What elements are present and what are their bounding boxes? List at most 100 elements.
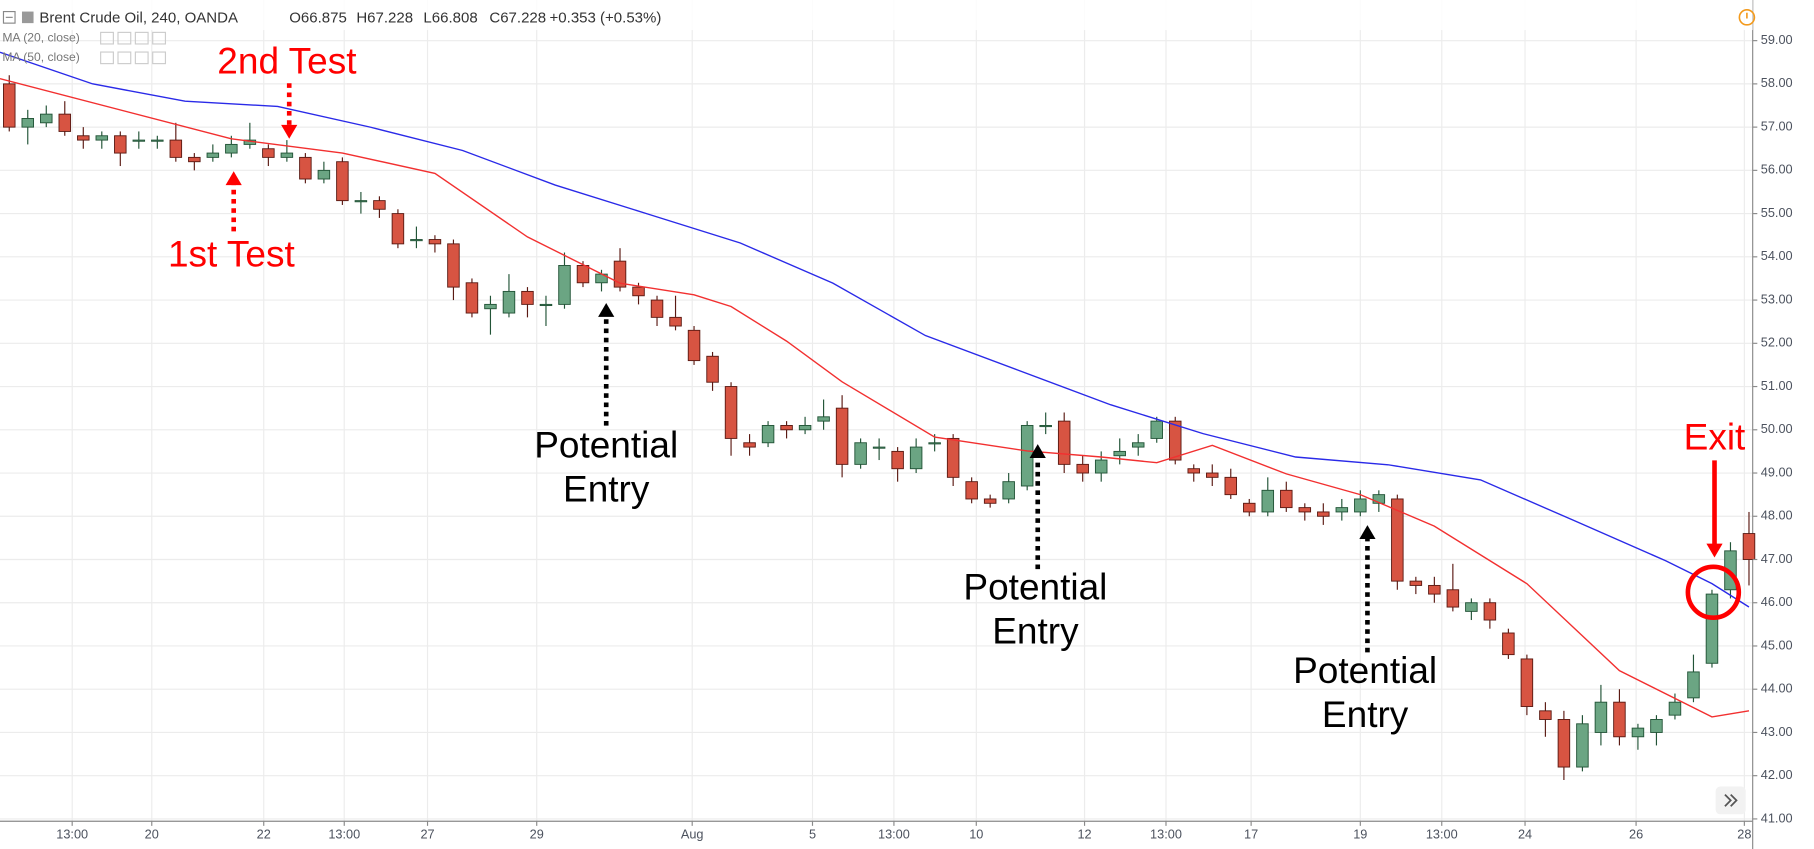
candle-body bbox=[21, 118, 35, 128]
x-tick-label: 13:00 bbox=[56, 826, 88, 841]
candle-body bbox=[1280, 489, 1293, 509]
candle-body bbox=[761, 424, 775, 444]
candle-body bbox=[1520, 658, 1534, 707]
x-tick-label: 27 bbox=[420, 826, 434, 841]
y-tick-label: 42.00 bbox=[1761, 767, 1793, 782]
annotation-arrowhead bbox=[1029, 444, 1046, 459]
legend-icon bbox=[134, 31, 149, 45]
candle-body bbox=[1113, 450, 1126, 457]
moving-average-line bbox=[0, 51, 1750, 608]
candle-body bbox=[780, 424, 793, 431]
x-tick-label: 13:00 bbox=[1150, 826, 1182, 841]
candle-body bbox=[854, 442, 867, 465]
symbol[interactable]: Brent Crude Oil, 240, OANDA bbox=[39, 9, 238, 26]
scroll-icon bbox=[1724, 794, 1738, 807]
legend-icon bbox=[100, 51, 114, 65]
y-tick-label: 47.00 bbox=[1761, 551, 1793, 566]
candle-body bbox=[1372, 494, 1386, 504]
collapse-icon[interactable] bbox=[2, 10, 16, 24]
candle-body bbox=[965, 481, 978, 500]
candle-body bbox=[743, 442, 756, 448]
y-tick-label: 58.00 bbox=[1761, 75, 1793, 90]
candle-body bbox=[576, 265, 590, 284]
header-bg bbox=[0, 0, 1753, 31]
candle-body bbox=[58, 113, 72, 132]
candle-body bbox=[206, 152, 220, 158]
candle-body bbox=[650, 299, 664, 318]
annotation-circle bbox=[1685, 564, 1742, 620]
candle-body bbox=[1631, 727, 1645, 738]
x-tick-label: 28 bbox=[1737, 826, 1751, 841]
candle-body bbox=[1465, 602, 1478, 612]
candle-body bbox=[95, 135, 109, 141]
candle-body bbox=[835, 407, 849, 465]
alert-icon[interactable] bbox=[1738, 9, 1756, 26]
plot bbox=[0, 51, 1756, 781]
candle-body bbox=[1224, 476, 1238, 496]
x-tick-label: 19 bbox=[1353, 826, 1367, 841]
legend-icon bbox=[134, 51, 149, 65]
candle-body bbox=[1557, 719, 1571, 768]
candle-body bbox=[983, 498, 997, 504]
candle-body bbox=[1057, 420, 1071, 465]
annotation-arrowhead bbox=[1359, 525, 1376, 540]
candle-body bbox=[1094, 459, 1108, 474]
candle-body bbox=[798, 424, 812, 431]
y-tick-label: 44.00 bbox=[1761, 681, 1793, 696]
legend-icon bbox=[100, 31, 114, 45]
annotation-text: Entry bbox=[992, 610, 1079, 652]
y-tick-label: 57.00 bbox=[1761, 118, 1793, 133]
candle-body bbox=[1428, 584, 1441, 595]
candle-body bbox=[1483, 602, 1497, 621]
candle-body bbox=[317, 169, 331, 180]
candle-body bbox=[410, 239, 423, 242]
annotation-text: Entry bbox=[1322, 693, 1409, 735]
ohlc-close: C67.228 bbox=[489, 9, 546, 26]
candle-body bbox=[262, 148, 275, 158]
candle-body bbox=[817, 416, 830, 422]
candle-body bbox=[909, 446, 923, 470]
x-tick-label: 29 bbox=[530, 826, 544, 841]
candle-body bbox=[428, 239, 442, 245]
candle-body bbox=[1261, 489, 1275, 513]
candle-body bbox=[539, 303, 553, 307]
y-tick-label: 46.00 bbox=[1761, 594, 1793, 609]
annotation-text: Potential bbox=[534, 423, 678, 465]
annotation-text: 1st Test bbox=[168, 233, 296, 275]
candle-body bbox=[1131, 442, 1145, 448]
x-tick-label: 24 bbox=[1518, 826, 1532, 841]
candle-body bbox=[169, 139, 183, 158]
candle-body bbox=[1317, 511, 1330, 517]
annotation-text: Potential bbox=[963, 566, 1107, 608]
candle-body bbox=[687, 329, 701, 362]
candle-body bbox=[632, 286, 645, 297]
annotation-arrowhead bbox=[598, 303, 615, 317]
candle-body bbox=[447, 243, 460, 288]
candle-body bbox=[872, 446, 886, 449]
legend-label: MA (50, close) bbox=[2, 50, 80, 64]
candle-body bbox=[1576, 723, 1589, 768]
candle-body bbox=[336, 161, 349, 202]
y-tick-label: 59.00 bbox=[1761, 32, 1793, 47]
legend: MA (20, close) MA (50, close) bbox=[2, 30, 167, 65]
candle-body bbox=[299, 156, 312, 180]
legend-label: MA (20, close) bbox=[2, 30, 80, 44]
x-tick-label: 12 bbox=[1077, 826, 1091, 841]
x-tick-label: Aug bbox=[681, 826, 704, 841]
candle-body bbox=[40, 113, 53, 124]
x-tick-label: 13:00 bbox=[878, 826, 910, 841]
symbol-flag bbox=[21, 11, 34, 24]
candle-body bbox=[1039, 424, 1052, 428]
x-tick-label: 26 bbox=[1629, 826, 1643, 841]
candle-body bbox=[1613, 701, 1626, 738]
candle-body bbox=[1502, 632, 1515, 656]
y-tick-label: 51.00 bbox=[1761, 378, 1793, 393]
candle-body bbox=[1150, 420, 1163, 439]
candle-body bbox=[502, 290, 516, 314]
x-tick-label: 20 bbox=[145, 826, 159, 841]
annotation-text: 2nd Test bbox=[217, 39, 357, 81]
